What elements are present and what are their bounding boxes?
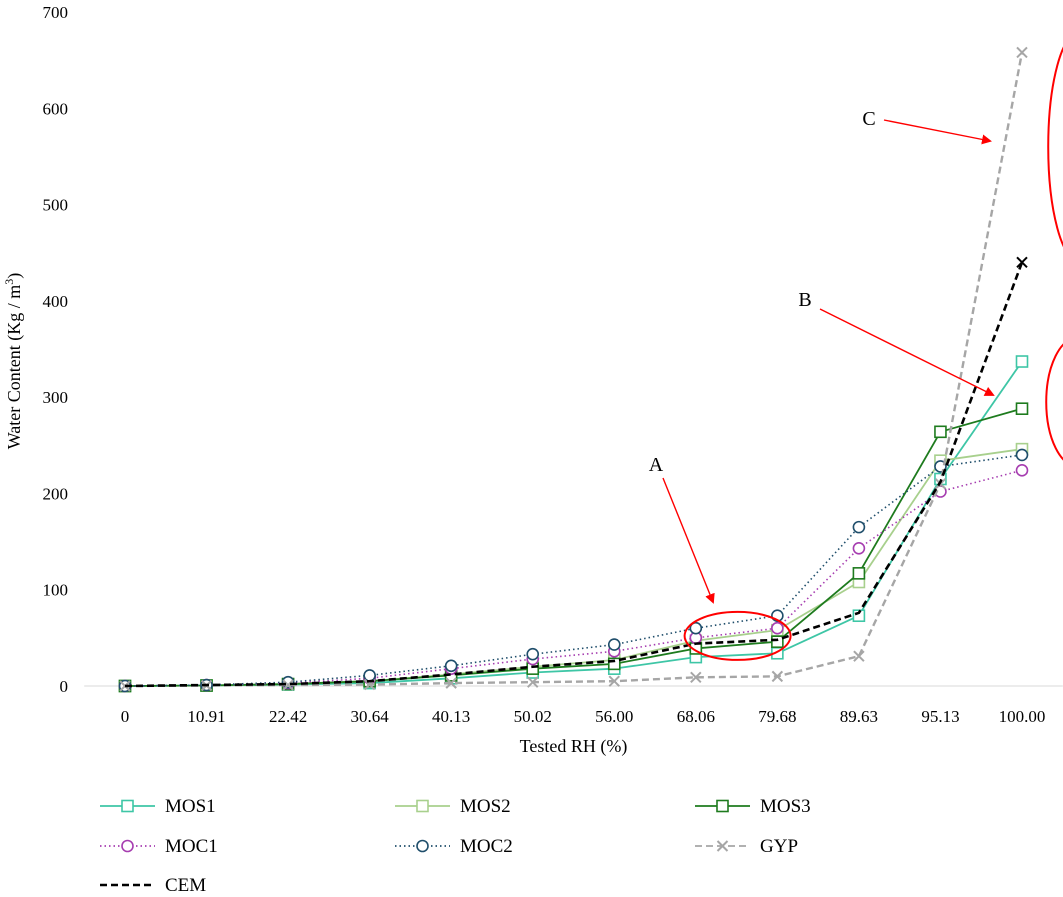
series-cem bbox=[124, 256, 1028, 688]
series-line-gyp bbox=[124, 52, 1024, 688]
legend-label: MOS1 bbox=[165, 796, 216, 817]
x-axis-ticks: 0 10.91 22.42 30.64 40.13 50.02 56.00 68.06 79.6… bbox=[121, 707, 1046, 726]
annotation-layer: A B C bbox=[649, 46, 1063, 661]
data-point bbox=[1016, 46, 1028, 59]
y-axis-ticks: 0 100 200 300 400 500 600 700 bbox=[43, 3, 69, 696]
series-line-moc2 bbox=[124, 454, 1023, 687]
series-mos1 bbox=[118, 355, 1029, 693]
legend-item-gyp: GYP bbox=[695, 836, 798, 857]
data-point bbox=[1015, 402, 1029, 415]
data-point bbox=[771, 621, 784, 635]
data-point bbox=[771, 670, 784, 683]
x-tick-label: 89.63 bbox=[840, 707, 878, 726]
legend-marker bbox=[416, 799, 429, 813]
legend-marker bbox=[121, 799, 134, 813]
legend-item-moc1: MOC1 bbox=[100, 836, 218, 857]
annotation-arrow-a bbox=[662, 477, 715, 604]
data-point bbox=[445, 677, 457, 689]
data-point bbox=[852, 520, 866, 534]
legend-label: MOC1 bbox=[165, 836, 218, 857]
legend-item-mos1: MOS1 bbox=[100, 796, 216, 817]
legend-item-moc2: MOC2 bbox=[395, 836, 513, 857]
legend-label: GYP bbox=[760, 836, 798, 857]
series-line-mos3 bbox=[124, 407, 1023, 687]
x-tick-label: 40.13 bbox=[432, 707, 470, 726]
legend-label: MOS2 bbox=[460, 796, 511, 817]
data-point bbox=[282, 679, 294, 691]
x-tick-label: 10.91 bbox=[187, 707, 225, 726]
data-point bbox=[1015, 355, 1029, 368]
data-point bbox=[363, 669, 376, 682]
y-tick-label: 0 bbox=[60, 677, 69, 696]
series-moc1 bbox=[118, 464, 1029, 693]
annotation-label-c: C bbox=[862, 108, 875, 130]
data-point bbox=[607, 638, 621, 651]
data-point bbox=[689, 621, 703, 635]
x-tick-label: 22.42 bbox=[269, 707, 307, 726]
y-tick-label: 100 bbox=[43, 581, 69, 600]
x-tick-label: 68.06 bbox=[677, 707, 715, 726]
series-mos2 bbox=[118, 442, 1029, 693]
legend-label: CEM bbox=[165, 875, 206, 896]
data-point bbox=[852, 542, 866, 555]
legend-marker bbox=[716, 840, 729, 852]
x-tick-label: 100.00 bbox=[999, 707, 1046, 726]
data-point bbox=[607, 657, 621, 671]
y-tick-label: 500 bbox=[43, 196, 69, 215]
y-tick-label: 200 bbox=[43, 484, 69, 503]
legend-label: MOS3 bbox=[760, 796, 811, 817]
y-tick-label: 600 bbox=[43, 99, 69, 118]
data-point bbox=[852, 609, 866, 623]
series-line-cem bbox=[124, 261, 1024, 688]
series-layer bbox=[118, 46, 1029, 693]
series-gyp bbox=[119, 46, 1028, 692]
annotation-arrow-b bbox=[819, 308, 995, 396]
x-tick-label: 95.13 bbox=[921, 707, 959, 726]
annotation-label-b: B bbox=[798, 289, 811, 311]
data-point bbox=[1015, 448, 1029, 462]
x-axis-label: Tested RH (%) bbox=[520, 736, 628, 757]
legend-label: MOC2 bbox=[460, 836, 513, 857]
data-point bbox=[1015, 464, 1029, 477]
legend-item-mos3: MOS3 bbox=[695, 796, 811, 817]
data-point bbox=[690, 671, 702, 684]
data-point bbox=[852, 567, 866, 580]
data-point bbox=[527, 676, 539, 688]
series-moc2 bbox=[118, 448, 1029, 693]
legend-marker bbox=[121, 839, 134, 853]
data-point bbox=[444, 659, 458, 673]
y-tick-label: 700 bbox=[43, 3, 69, 22]
data-point bbox=[1016, 256, 1028, 269]
annotation-arrow-c bbox=[883, 119, 992, 145]
x-tick-label: 56.00 bbox=[595, 707, 633, 726]
y-axis-label: Water Content (Kg / m3) bbox=[2, 273, 25, 450]
annotation-ellipse-b bbox=[1045, 343, 1063, 461]
series-mos3 bbox=[118, 402, 1029, 693]
series-line-moc1 bbox=[124, 469, 1023, 687]
y-tick-label: 400 bbox=[43, 292, 69, 311]
legend: MOS1 MOS2 MOS3 MOC1 MOC2 GYP CEM bbox=[100, 796, 811, 896]
x-tick-label: 79.68 bbox=[758, 707, 796, 726]
data-point bbox=[934, 425, 947, 439]
y-tick-label: 300 bbox=[43, 388, 69, 407]
data-point bbox=[608, 675, 620, 687]
legend-marker bbox=[716, 799, 729, 813]
x-tick-label: 50.02 bbox=[514, 707, 552, 726]
legend-item-mos2: MOS2 bbox=[395, 796, 511, 817]
annotation-ellipse-c bbox=[1047, 46, 1063, 248]
legend-marker bbox=[416, 839, 429, 853]
annotation-label-a: A bbox=[649, 454, 664, 476]
annotation-ellipse-a bbox=[683, 610, 792, 661]
data-point bbox=[526, 647, 540, 661]
legend-item-cem: CEM bbox=[100, 875, 206, 896]
x-tick-label: 0 bbox=[121, 707, 130, 726]
data-point bbox=[853, 650, 865, 662]
x-tick-label: 30.64 bbox=[351, 707, 390, 726]
data-point bbox=[771, 635, 784, 649]
